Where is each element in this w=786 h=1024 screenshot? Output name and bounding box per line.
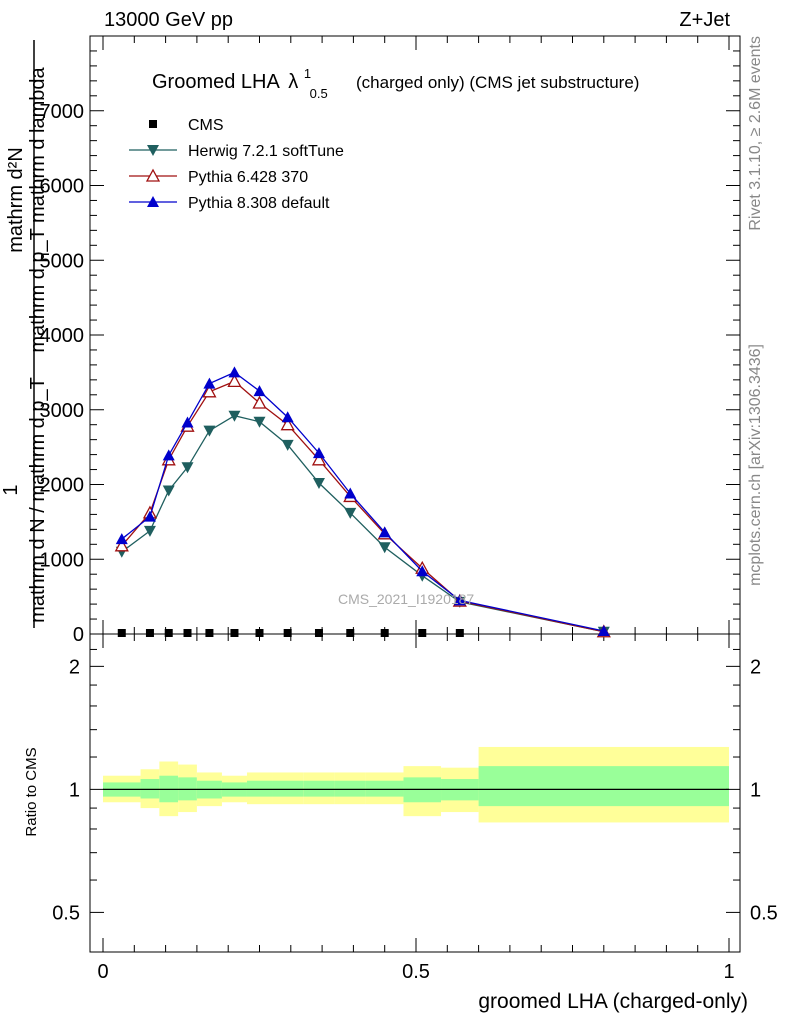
- data-point: [312, 447, 325, 459]
- y-tick-label: 4000: [40, 325, 85, 347]
- data-point: [344, 507, 357, 519]
- series-line: [121, 371, 604, 632]
- y-label-num: mathrm d²N: [5, 147, 27, 253]
- data-point: [455, 629, 464, 637]
- data-point: [252, 395, 267, 409]
- data-point: [228, 410, 241, 422]
- ratio-tick-label: 1: [69, 779, 80, 801]
- y-tick-label: 5000: [40, 250, 85, 272]
- y-tick-label: 1000: [40, 549, 85, 571]
- ratio-tick-label-right: 2: [750, 656, 761, 678]
- data-point: [145, 629, 154, 637]
- data-point: [115, 533, 128, 545]
- y-tick-label: 2000: [40, 475, 85, 497]
- series-3: [115, 366, 610, 637]
- data-point: [227, 373, 242, 387]
- ratio-band-green: [478, 766, 729, 807]
- analysis-watermark: CMS_2021_I1920187: [338, 591, 474, 607]
- ratio-band-green: [272, 780, 304, 797]
- legend-label: Pythia 8.308 default: [188, 195, 330, 212]
- process-label: Z+Jet: [679, 9, 730, 31]
- legend-label: Pythia 6.428 370: [188, 169, 308, 186]
- ratio-tick-label: 0.5: [52, 902, 80, 924]
- data-point: [453, 594, 466, 606]
- ratio-band-green: [365, 780, 404, 797]
- data-point: [162, 485, 175, 497]
- legend-marker: [147, 196, 159, 207]
- y-label-num-b: mathrm d p_T mathrm d lambda: [27, 66, 49, 352]
- ratio-bands: [103, 746, 729, 823]
- data-point: [205, 629, 214, 637]
- ratio-band-green: [303, 780, 335, 797]
- y-tick-label: 0: [73, 624, 84, 646]
- data-point: [283, 629, 292, 637]
- ratio-band-green: [140, 779, 160, 799]
- legend-label: Herwig 7.2.1 softTune: [188, 143, 344, 160]
- y-label-one: 1: [0, 484, 22, 495]
- data-point: [378, 542, 391, 554]
- ratio-band-green: [246, 780, 273, 797]
- data-point: [378, 526, 391, 538]
- data-point: [183, 629, 192, 637]
- chart-title-rest: (charged only) (CMS jet substructure): [356, 73, 639, 92]
- data-point: [202, 384, 217, 398]
- data-point: [346, 629, 355, 637]
- y-tick-label: 7000: [40, 101, 85, 123]
- data-point: [181, 462, 194, 474]
- legend-marker: [145, 168, 161, 182]
- energy-label: 13000 GeV pp: [104, 9, 233, 31]
- data-point: [380, 629, 389, 637]
- y-tick-label: 3000: [40, 400, 85, 422]
- chart-title: Groomed LHA λ 1 0.5: [152, 61, 328, 101]
- legend-marker: [147, 145, 159, 156]
- series-layer: [114, 366, 611, 638]
- ratio-tick-label-right: 0.5: [750, 902, 778, 924]
- data-point: [143, 510, 156, 522]
- data-point: [281, 411, 294, 423]
- y-tick-label: 6000: [40, 176, 85, 198]
- rivet-version-label: Rivet 3.1.10, ≥ 2.6M events: [747, 36, 764, 231]
- x-tick-label: 0.5: [402, 961, 430, 983]
- legend-label: CMS: [188, 117, 224, 134]
- data-point: [203, 377, 216, 389]
- y-axis-label: 1 mathrm d N / mathrm d p_T mathrm d²N m…: [0, 40, 49, 628]
- data-point: [253, 385, 266, 397]
- data-point: [418, 629, 427, 637]
- ratio-frame: [89, 633, 741, 953]
- ratio-tick-label-right: 1: [750, 779, 761, 801]
- data-point: [312, 478, 325, 490]
- y-label-den: mathrm d N / mathrm d p_T: [27, 377, 49, 623]
- data-point: [203, 425, 216, 437]
- data-point: [253, 416, 266, 428]
- series-line: [121, 380, 604, 633]
- data-point: [344, 487, 357, 499]
- x-tick-label: 0: [97, 961, 108, 983]
- data-point: [117, 629, 126, 637]
- mcplots-label: mcplots.cern.ch [arXiv:1306.3436]: [747, 344, 764, 586]
- data-point: [230, 629, 239, 637]
- data-point: [280, 417, 295, 431]
- data-point: [597, 625, 610, 637]
- ratio-band-green: [334, 780, 366, 797]
- data-point: [281, 439, 294, 451]
- data-point: [314, 629, 323, 637]
- x-tick-label: 1: [723, 961, 734, 983]
- data-point: [181, 416, 194, 428]
- legend: CMS Herwig 7.2.1 softTune Pythia 6.428 370…: [129, 117, 344, 212]
- data-point: [311, 452, 327, 466]
- data-point: [114, 538, 129, 552]
- data-point: [143, 525, 156, 537]
- legend-marker: [149, 120, 157, 128]
- ratio-tick-label: 2: [69, 656, 80, 678]
- data-point: [416, 565, 429, 577]
- x-axis-label: groomed LHA (charged-only): [478, 990, 748, 1013]
- data-point: [162, 449, 175, 461]
- data-point: [255, 629, 264, 637]
- series-0: [117, 629, 464, 637]
- data-point: [228, 366, 241, 378]
- ratio-y-label: Ratio to CMS: [23, 747, 40, 836]
- data-point: [164, 629, 173, 637]
